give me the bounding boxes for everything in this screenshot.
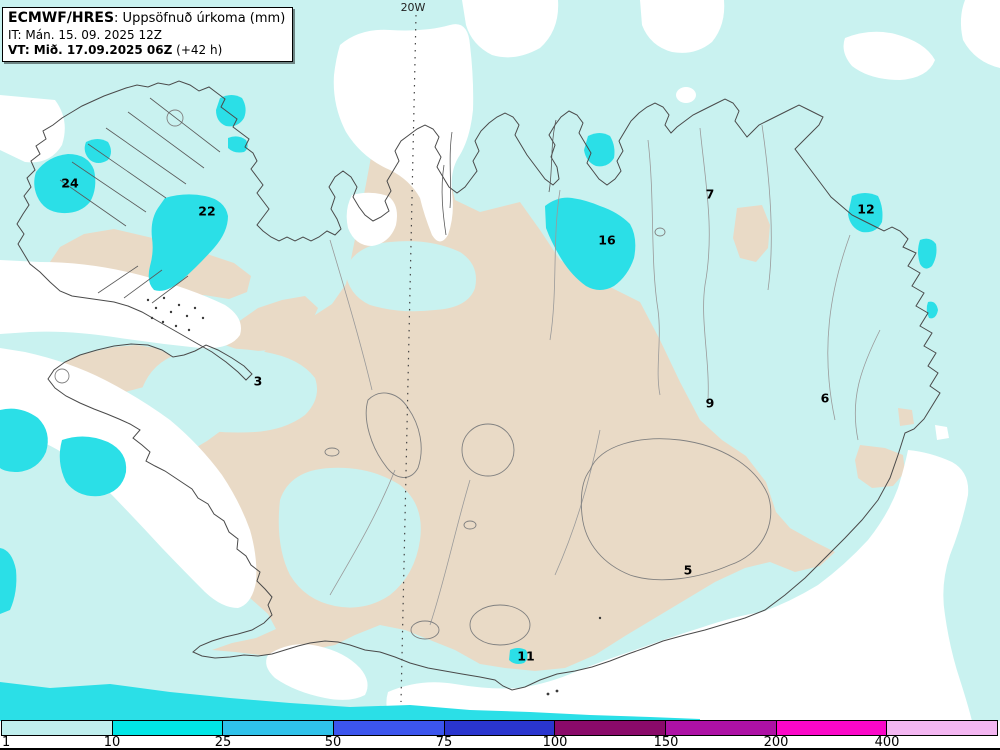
colorbar-tick: 400 <box>874 735 900 750</box>
station-value: 11 <box>517 648 535 664</box>
station-value: 3 <box>253 373 263 389</box>
colorbar-segment-25-50 <box>223 721 335 735</box>
colorbar-segment-10-25 <box>112 721 224 735</box>
moderate-precip-areas <box>0 95 938 721</box>
meridian-20w-label: 20W <box>400 1 426 14</box>
colorbar-segment-400plus <box>887 721 998 735</box>
station-value: 5 <box>683 562 693 578</box>
map-title: ECMWF/HRES: Uppsöfnuð úrkoma (mm) <box>8 10 285 28</box>
colorbar-tick: 10 <box>103 735 121 750</box>
fjord-lines <box>59 97 557 304</box>
valid-offset: (+42 h) <box>172 42 223 57</box>
colorbar-tick: 50 <box>324 735 342 750</box>
meridian-20w-line <box>400 14 417 703</box>
valid-time-bold: VT: Mið. 17.09.2025 06Z <box>8 42 173 57</box>
title-box: ECMWF/HRES: Uppsöfnuð úrkoma (mm) IT: Má… <box>2 7 294 62</box>
colorbar-segment-200-400 <box>776 721 888 735</box>
coastline <box>16 80 941 691</box>
river-lines <box>329 124 881 626</box>
station-value: 24 <box>61 175 79 191</box>
colorbar-segment-150-200 <box>666 721 777 735</box>
init-time: IT: Mán. 15. 09. 2025 12Z <box>8 27 162 42</box>
colorbar-tick: 1 <box>2 735 11 750</box>
station-value: 22 <box>198 203 216 219</box>
colorbar-segment-100-150 <box>555 721 667 735</box>
glacier-outlines <box>54 109 772 646</box>
colorbar-segment-50-75 <box>334 721 445 735</box>
dry-areas-white <box>0 0 1000 721</box>
colorbar-segment-1-10 <box>2 721 113 735</box>
iceland-precipitation-map <box>0 0 1000 721</box>
colorbar-tick: 25 <box>214 735 232 750</box>
island-dots <box>146 296 602 696</box>
colorbar-tick: 150 <box>653 735 679 750</box>
station-value: 6 <box>820 390 830 406</box>
colorbar-tick-labels: 1 10 25 50 75 100 150 200 400 <box>0 735 1000 750</box>
valid-time: VT: Mið. 17.09.2025 06Z (+42 h) <box>8 43 285 58</box>
colorbar-segment-75-100 <box>444 721 556 735</box>
bottom-border <box>0 748 1000 750</box>
station-value: 7 <box>705 186 715 202</box>
product-name: : Uppsöfnuð úrkoma (mm) <box>114 11 286 26</box>
colorbar-tick: 100 <box>542 735 568 750</box>
colorbar-tick: 75 <box>435 735 453 750</box>
station-value: 9 <box>705 395 715 411</box>
light-precip-on-land <box>140 241 476 608</box>
colorbar-tick: 200 <box>763 735 789 750</box>
colorbar <box>1 720 998 736</box>
station-value: 16 <box>598 232 616 248</box>
model-name: ECMWF/HRES <box>8 10 115 26</box>
station-value: 12 <box>857 201 875 217</box>
